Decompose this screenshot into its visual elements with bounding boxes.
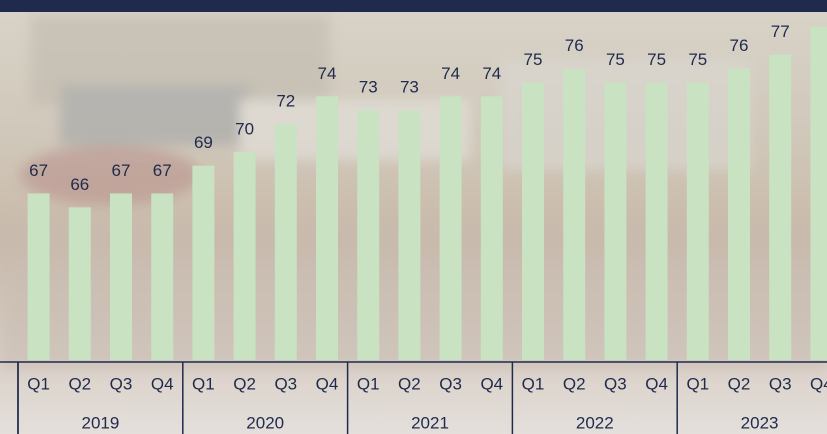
bar	[645, 82, 668, 361]
bar	[274, 124, 297, 360]
bar	[686, 82, 709, 361]
bar	[810, 26, 827, 360]
value-label: 73	[359, 78, 378, 97]
bar	[110, 193, 132, 360]
bar	[316, 96, 338, 360]
value-label: 79	[812, 0, 827, 13]
x-tick-label: Q1	[357, 374, 380, 393]
bar	[522, 82, 544, 361]
x-tick-label: Q4	[645, 374, 668, 393]
value-label: 67	[153, 161, 172, 180]
group-label: 2022	[576, 413, 614, 432]
bar	[27, 193, 50, 360]
value-label: 70	[235, 119, 254, 138]
x-tick-label: Q3	[110, 374, 133, 393]
value-label: 77	[771, 22, 790, 41]
value-label: 69	[194, 133, 213, 152]
value-label: 76	[565, 36, 584, 55]
group-label: 2023	[741, 413, 779, 432]
group-label: 2020	[246, 413, 284, 432]
bar	[769, 54, 792, 360]
x-tick-label: Q4	[480, 374, 503, 393]
bar	[604, 82, 627, 361]
x-tick-label: Q2	[398, 374, 421, 393]
bar	[728, 68, 750, 361]
value-label: 74	[441, 64, 460, 83]
value-label: 67	[29, 161, 48, 180]
value-label: 76	[730, 36, 749, 55]
bar	[233, 151, 256, 360]
value-label: 66	[70, 175, 89, 194]
top-band	[0, 0, 827, 12]
value-label: 73	[400, 78, 419, 97]
group-label: 2019	[81, 413, 119, 432]
x-tick-label: Q3	[274, 374, 297, 393]
x-tick-label: Q4	[316, 374, 339, 393]
value-label: 72	[276, 92, 295, 111]
bar	[357, 110, 380, 360]
x-tick-label: Q2	[728, 374, 751, 393]
value-label: 75	[524, 50, 543, 69]
x-tick-label: Q3	[439, 374, 462, 393]
value-label: 67	[112, 161, 131, 180]
value-label: 75	[606, 50, 625, 69]
bar	[563, 68, 586, 361]
bar	[68, 207, 91, 360]
bar	[398, 110, 421, 360]
x-tick-label: Q4	[810, 374, 827, 393]
x-tick-label: Q1	[522, 374, 545, 393]
x-tick-label: Q2	[68, 374, 91, 393]
value-label: 74	[318, 64, 337, 83]
x-tick-label: Q1	[686, 374, 709, 393]
x-tick-label: Q3	[604, 374, 627, 393]
group-label: 2021	[411, 413, 449, 432]
x-tick-label: Q4	[151, 374, 174, 393]
x-tick-label: Q1	[192, 374, 215, 393]
bar	[192, 165, 215, 360]
x-tick-label: Q1	[27, 374, 50, 393]
x-tick-label: Q2	[233, 374, 256, 393]
bar	[151, 193, 174, 360]
value-label: 75	[647, 50, 666, 69]
bar	[439, 96, 462, 360]
value-label: 74	[482, 64, 501, 83]
bar	[480, 96, 503, 360]
value-label: 75	[688, 50, 707, 69]
x-tick-label: Q2	[563, 374, 586, 393]
x-tick-label: Q3	[769, 374, 792, 393]
